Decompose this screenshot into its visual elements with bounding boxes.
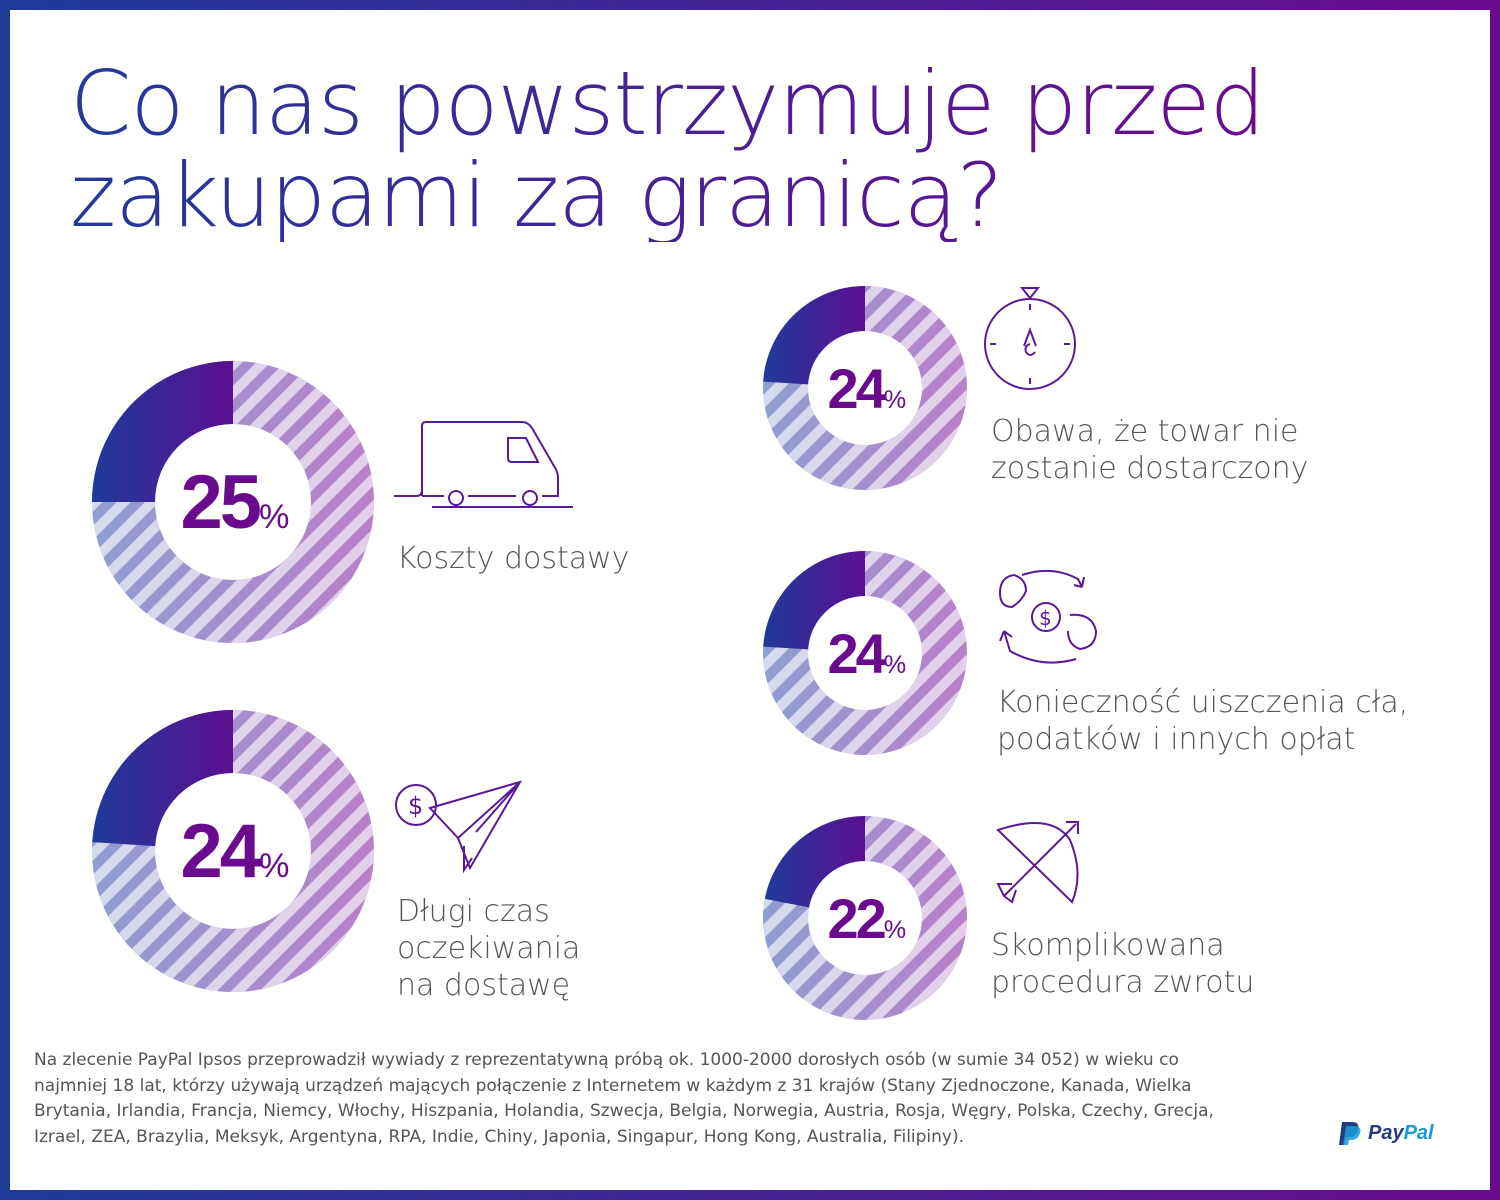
donut-chart: [91, 709, 375, 993]
donut-value-segment: [92, 710, 233, 847]
title-line-1: Co nas powstrzymuje przed: [70, 52, 1265, 155]
donut-value-segment: [92, 361, 233, 502]
donut-value-segment: [763, 286, 865, 385]
percent-value: 24%: [827, 621, 907, 685]
stopwatch-icon: [984, 287, 1076, 390]
paypal-p-icon: [1339, 1122, 1361, 1145]
label-customs-fees: Konieczność uiszczenia cła, podatków i in…: [997, 685, 1409, 757]
currency-exchange-icon: $: [998, 569, 1098, 664]
donut-value-segment: [763, 551, 865, 650]
svg-text:$: $: [1039, 606, 1052, 630]
label-not-delivered: Obawa, że towar nie zostanie dostarczony: [991, 414, 1309, 486]
percent-value: 25%: [180, 459, 290, 545]
percent-value: 24%: [827, 356, 907, 420]
paypal-logo: PayPal: [1338, 1120, 1434, 1146]
delivery-van-icon: [394, 421, 573, 508]
donut-chart: [91, 360, 375, 644]
donut-chart: [763, 816, 967, 1020]
bow-arrow-icon: [996, 821, 1079, 904]
svg-text:$: $: [408, 792, 423, 820]
donut-chart: [763, 551, 967, 755]
label-delivery-cost: Koszty dostawy: [397, 541, 630, 576]
donut-chart: [763, 286, 967, 490]
title-line-2: zakupami za granicą?: [70, 144, 1003, 247]
footnote: Na zlecenie PayPal Ipsos przeprowadził w…: [34, 1050, 1214, 1147]
label-return-procedure: Skomplikowana procedura zwrotu: [991, 928, 1255, 1000]
paper-plane-dollar-icon: $: [395, 780, 523, 873]
label-waiting-time: Długi czas oczekiwania na dostawę: [397, 894, 581, 1003]
donut-value-segment: [764, 816, 865, 908]
percent-value: 22%: [827, 886, 907, 950]
percent-value: 24%: [180, 808, 290, 894]
page-title: Co nas powstrzymuje przed zakupami za gr…: [70, 58, 1265, 242]
